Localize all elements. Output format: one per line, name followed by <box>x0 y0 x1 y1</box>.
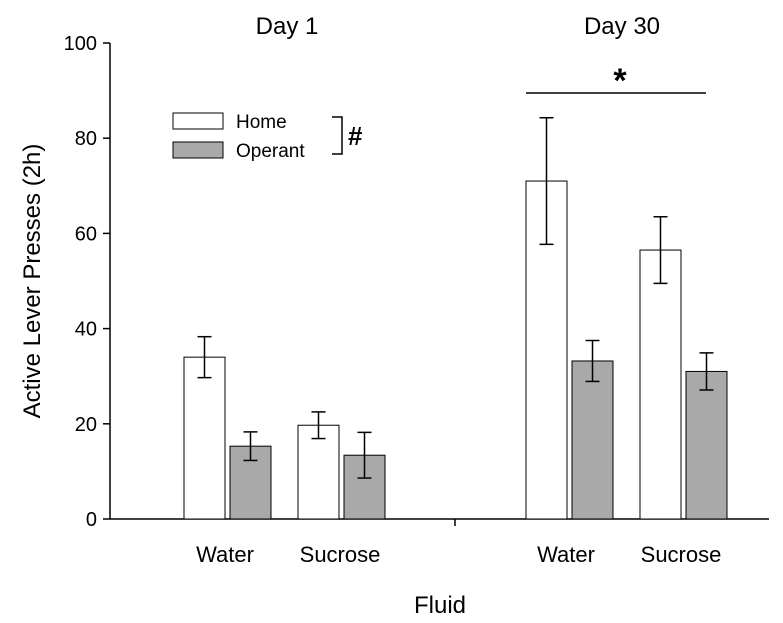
y-tick-label: 0 <box>86 509 97 531</box>
errorbar-operant-day30-water <box>585 339 600 383</box>
legend-significance-marker: # <box>348 121 363 151</box>
errorbar-home-day30-water <box>539 116 554 246</box>
y-axis-title: Active Lever Presses (2h) <box>19 144 46 419</box>
category-label-day30-water: Water <box>537 542 595 567</box>
x-axis-title: Fluid <box>414 592 466 619</box>
errorbar-operant-day1-water <box>243 431 258 462</box>
legend-label-operant: Operant <box>236 141 305 162</box>
legend: Home Operant # <box>172 112 363 162</box>
errorbar-operant-day30-sucrose <box>699 352 714 391</box>
group-title-day1: Day 1 <box>256 13 319 40</box>
legend-swatch-home <box>172 112 224 130</box>
category-label-day1-water: Water <box>196 542 254 567</box>
group-title-day30: Day 30 <box>584 13 660 40</box>
bar-home-day1-water <box>183 356 226 520</box>
bar-operant-day30-sucrose <box>685 370 728 520</box>
bars <box>183 180 728 520</box>
errorbar-home-day30-sucrose <box>653 215 668 285</box>
y-tick-label: 40 <box>75 319 97 341</box>
legend-bracket <box>332 116 343 155</box>
y-tick-label: 100 <box>64 33 97 55</box>
error-bars <box>197 116 714 479</box>
y-axis-ticks: 0 20 40 60 80 100 <box>64 33 110 531</box>
errorbar-operant-day1-sucrose <box>357 431 372 479</box>
category-label-day1-sucrose: Sucrose <box>300 542 381 567</box>
day30-significance-marker: * <box>613 62 627 100</box>
errorbar-home-day1-sucrose <box>311 411 326 440</box>
y-tick-label: 20 <box>75 414 97 436</box>
bar-home-day30-sucrose <box>639 249 682 520</box>
legend-label-home: Home <box>236 112 287 133</box>
category-label-day30-sucrose: Sucrose <box>641 542 722 567</box>
bar-home-day1-sucrose <box>297 424 340 520</box>
errorbar-home-day1-water <box>197 335 212 379</box>
y-tick-label: 80 <box>75 128 97 150</box>
legend-swatch-operant <box>172 141 224 159</box>
bar-operant-day30-water <box>571 360 614 520</box>
y-tick-label: 60 <box>75 223 97 245</box>
